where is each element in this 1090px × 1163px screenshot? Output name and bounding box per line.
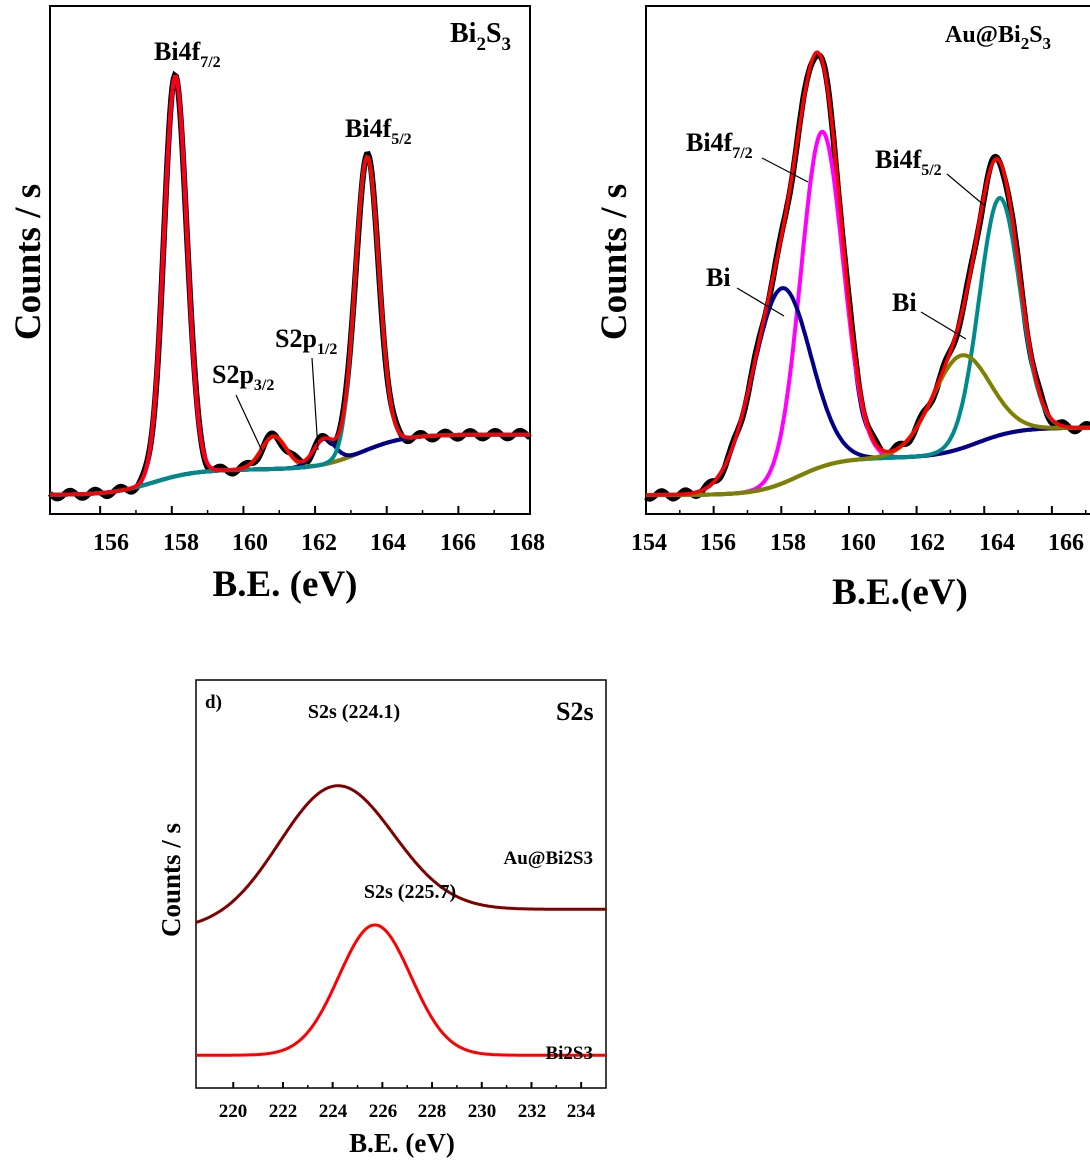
series-line-1 (196, 923, 606, 1057)
plot-frame-a (49, 5, 531, 515)
annotation-b-bi4f72: Bi4f7/2 (686, 128, 753, 162)
x-tick-label-a-4: 164 (370, 530, 406, 556)
title-b-part-0: Au@Bi (945, 22, 1021, 48)
annotation-arrow-b-bi-right (920, 311, 967, 340)
annot-b2-text: Bi (706, 263, 731, 292)
x-axis-title-a: B.E. (eV) (213, 564, 358, 605)
annotation-arrow-b-bi-left (736, 287, 785, 317)
x-tick-label-a-3: 162 (301, 530, 337, 556)
annotation-arrow-b-bi4f72 (761, 157, 809, 183)
component-peak-0 (50, 74, 530, 497)
title-a-part-1: 2 (476, 34, 486, 55)
title-b-part-3: 3 (1043, 34, 1052, 53)
fit-envelope-line (50, 74, 530, 497)
panel-s2s: 220 222 224 226 228 230 232 234 B.E. (eV… (156, 679, 607, 1158)
x-tick-label-b-3: 160 (840, 530, 876, 556)
annotation-a-s2p12: S2p1/2 (275, 324, 337, 358)
title-a-part-3: 3 (502, 34, 512, 55)
panel-title-a: Bi2S3 (450, 18, 511, 55)
plot-frame-d (195, 679, 607, 1089)
panel-bi2s3: 156 158 160 162 164 166 168 B.E. (eV) Co… (8, 5, 545, 605)
x-ticks-d (232, 1082, 583, 1088)
component-peak-3 (646, 353, 1090, 497)
x-tick-label-b-4: 162 (909, 530, 945, 556)
annot-a0-sub: 7/2 (200, 54, 220, 71)
x-tick-label-b-0: 154 (631, 530, 667, 556)
x-tick-label-a-5: 166 (440, 530, 476, 556)
x-tick-label-d-7: 234 (567, 1101, 596, 1122)
panel-label-d: d) (205, 692, 222, 713)
x-axis-title-d: B.E. (eV) (349, 1128, 455, 1158)
y-axis-title-d: Counts / s (156, 823, 186, 937)
annot-b1-sub: 5/2 (921, 162, 941, 179)
annotation-b-bi-left: Bi (706, 263, 731, 292)
curves-a (47, 70, 532, 502)
annotation-a-s2p32: S2p3/2 (212, 360, 274, 394)
plot-frame-b (645, 5, 1090, 515)
peak-label-bi2s3: S2s (225.7) (364, 881, 456, 903)
annotation-a-bi4f72: Bi4f7/2 (154, 37, 221, 71)
annot-a2-text: S2p (275, 324, 317, 353)
x-tick-label-d-0: 220 (219, 1101, 248, 1122)
x-tick-label-d-5: 230 (468, 1101, 497, 1122)
x-tick-label-a-6: 168 (509, 530, 545, 556)
panel-title-d: S2s (556, 697, 594, 726)
panel-au-bi2s3: 154 156 158 160 162 164 166 B.E.(eV) Cou… (594, 5, 1090, 613)
series-line-0 (195, 784, 606, 924)
x-tick-label-a-1: 158 (163, 530, 199, 556)
x-ticks-b (645, 506, 1087, 514)
annot-a2-sub: 1/2 (317, 341, 337, 358)
title-a-part-0: Bi (450, 18, 477, 49)
series-label-au-bi2s3: Au@Bi2S3 (504, 848, 593, 869)
annot-a1-text: Bi4f (345, 114, 392, 143)
x-tick-label-b-1: 156 (700, 530, 736, 556)
panel-title-b: Au@Bi2S3 (945, 22, 1051, 53)
x-tick-label-a-0: 156 (93, 530, 129, 556)
fit-envelope-line (646, 50, 1090, 497)
x-tick-label-d-3: 226 (369, 1101, 398, 1122)
annotation-a-bi4f52: Bi4f5/2 (345, 114, 412, 148)
title-a-part-2: S (486, 18, 502, 49)
annotation-arrow-a-s2p32 (235, 394, 264, 454)
title-b-part-1: 2 (1021, 34, 1030, 53)
x-tick-label-d-4: 228 (418, 1101, 447, 1122)
x-axis-title-b: B.E.(eV) (832, 572, 968, 613)
annotation-b-bi-right: Bi (892, 288, 917, 317)
curves-d (195, 784, 606, 1057)
annotation-arrow-b-bi4f52 (946, 173, 986, 207)
annot-b0-text: Bi4f (686, 128, 733, 157)
annot-a3-text: S2p (212, 360, 254, 389)
curves-b (644, 50, 1090, 502)
annot-a0-text: Bi4f (154, 37, 201, 66)
annotation-b-bi4f52: Bi4f5/2 (875, 145, 942, 179)
annotation-arrow-a-s2p12 (311, 357, 319, 451)
x-tick-label-d-2: 224 (319, 1101, 348, 1122)
x-tick-label-a-2: 160 (232, 530, 268, 556)
title-b-part-2: S (1029, 22, 1042, 48)
x-ticks-a (99, 506, 531, 514)
annot-a1-sub: 5/2 (391, 131, 411, 148)
x-tick-label-d-6: 232 (518, 1101, 547, 1122)
annot-b1-text: Bi4f (875, 145, 922, 174)
annot-b0-sub: 7/2 (732, 145, 752, 162)
component-peak-2 (646, 195, 1090, 497)
peak-label-au-bi2s3: S2s (224.1) (308, 701, 400, 723)
x-tick-label-b-6: 166 (1048, 530, 1084, 556)
annot-a3-sub: 3/2 (254, 377, 274, 394)
annot-b3-text: Bi (892, 288, 917, 317)
x-tick-label-b-2: 158 (770, 530, 806, 556)
x-tick-label-b-5: 164 (979, 530, 1015, 556)
series-label-bi2s3: Bi2S3 (545, 1043, 593, 1064)
y-axis-title-a: Counts / s (8, 184, 49, 340)
y-axis-title-b: Counts / s (594, 184, 635, 340)
x-tick-label-d-1: 222 (269, 1101, 298, 1122)
